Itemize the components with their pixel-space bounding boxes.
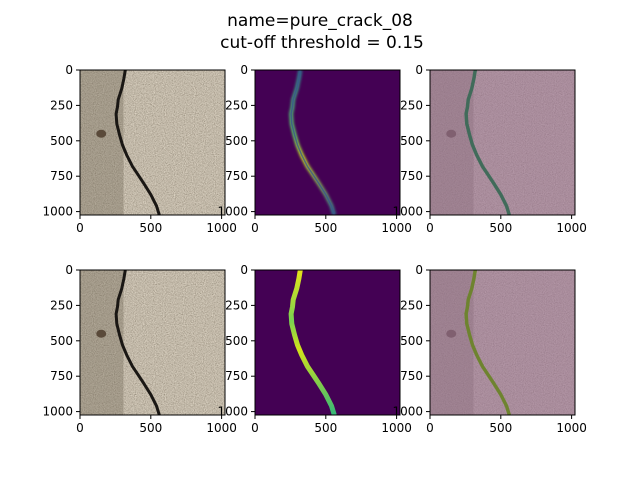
x-tick-label: 1000 [381,421,412,435]
crack-line [114,270,161,415]
y-tick-label: 1000 [217,205,248,219]
axes-frame [79,269,226,416]
y-tick-label: 1000 [42,405,73,419]
crack-line [114,70,161,215]
y-tick-label: 0 [240,63,248,77]
y-tick-label: 750 [225,369,248,383]
y-tick-label: 0 [65,263,73,277]
ground-truth-crack [288,270,337,415]
y-tick-label: 1000 [392,405,423,419]
figure-title-line2: cut-off threshold = 0.15 [220,33,424,53]
x-tick-label: 500 [139,421,162,435]
y-tick-label: 500 [50,134,73,148]
mask-overlay-line [464,70,511,215]
concrete-texture [80,270,225,415]
predicted-crack-core [290,70,336,215]
y-tick-label: 0 [65,63,73,77]
stone-spot [96,329,107,338]
x-tick-label: 500 [489,221,512,235]
overlay-tint [430,70,575,215]
stone-spot [96,129,107,138]
axes-frame [79,69,226,216]
y-tick-label: 0 [415,63,423,77]
x-tick-label: 500 [489,421,512,435]
y-tick-label: 1000 [42,205,73,219]
x-tick-label: 500 [314,421,337,435]
y-tick-label: 500 [225,134,248,148]
y-tick-label: 750 [400,369,423,383]
x-tick-label: 1000 [206,221,237,235]
x-tick-label: 1000 [556,221,587,235]
x-tick-label: 0 [426,421,434,435]
x-tick-label: 1000 [381,221,412,235]
x-tick-label: 1000 [206,421,237,435]
x-tick-label: 500 [139,221,162,235]
y-tick-label: 500 [400,134,423,148]
shadow-region [80,70,124,215]
x-tick-label: 0 [426,221,434,235]
mask-background [255,270,400,415]
x-tick-label: 0 [76,421,84,435]
axes-frame [429,269,576,416]
y-tick-label: 250 [400,298,423,312]
x-tick-label: 500 [314,221,337,235]
x-tick-label: 0 [76,221,84,235]
x-tick-label: 0 [251,221,259,235]
y-tick-label: 250 [50,298,73,312]
concrete-texture [80,70,225,215]
y-tick-label: 0 [415,263,423,277]
y-tick-label: 750 [400,169,423,183]
y-tick-label: 750 [50,369,73,383]
overlay-tint [430,270,575,415]
y-tick-label: 500 [50,334,73,348]
mask-overlay-line [464,270,511,415]
y-tick-label: 1000 [392,205,423,219]
axes-frame [254,269,401,416]
axes-frame [429,69,576,216]
y-tick-label: 1000 [217,405,248,419]
x-tick-label: 0 [251,421,259,435]
y-tick-label: 750 [225,169,248,183]
x-tick-label: 1000 [556,421,587,435]
y-tick-label: 500 [400,334,423,348]
figure-title-line1: name=pure_crack_08 [227,11,413,31]
y-tick-label: 0 [240,263,248,277]
y-tick-label: 250 [225,98,248,112]
mask-background [255,70,400,215]
shadow-region [80,270,124,415]
y-tick-label: 500 [225,334,248,348]
y-tick-label: 250 [400,98,423,112]
axes-frame [254,69,401,216]
y-tick-label: 750 [50,169,73,183]
y-tick-label: 250 [50,98,73,112]
y-tick-label: 250 [225,298,248,312]
